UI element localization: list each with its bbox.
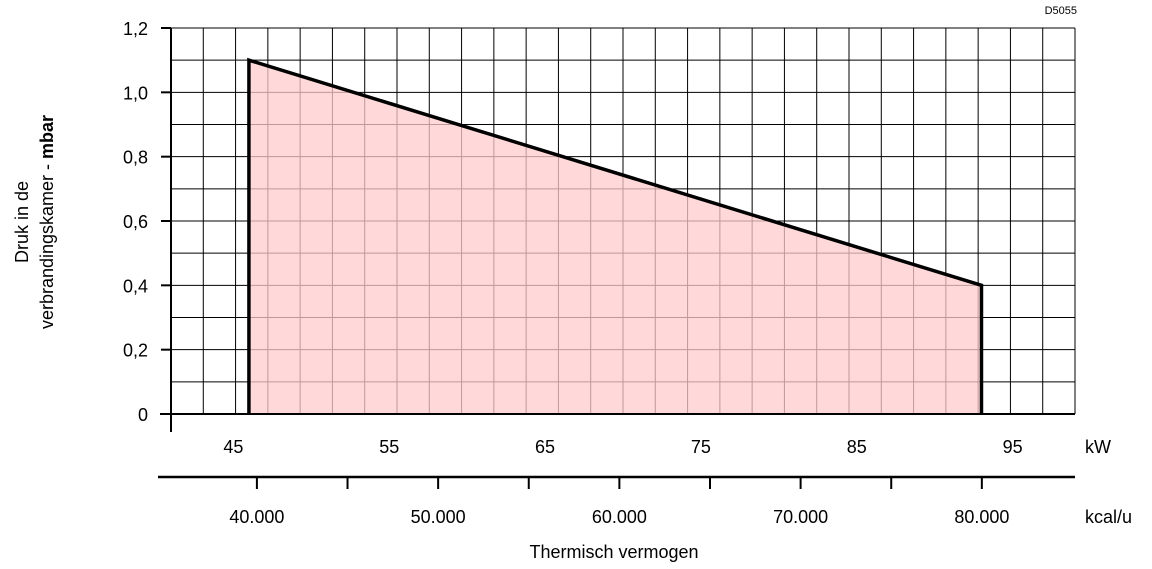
x-unit-kw: kW bbox=[1085, 437, 1111, 457]
y-tick-label: 0,6 bbox=[123, 212, 148, 232]
working-field-outline bbox=[247, 57, 984, 414]
y-tick-label: 1,2 bbox=[123, 19, 148, 39]
y-tick-label: 0,4 bbox=[123, 276, 148, 296]
x-unit-kcal: kcal/u bbox=[1085, 507, 1132, 527]
y-tick-label: 1,0 bbox=[123, 83, 148, 103]
y-tick-label: 0,2 bbox=[123, 341, 148, 361]
x-tick-label: 65 bbox=[535, 437, 555, 457]
working-field-area bbox=[248, 60, 982, 415]
y-tick-label: 0 bbox=[138, 405, 148, 425]
x-tick-label: 55 bbox=[379, 437, 399, 457]
x2-tick-label: 40.000 bbox=[229, 507, 284, 527]
x-axis-label: Thermisch vermogen bbox=[529, 542, 698, 562]
axes bbox=[158, 27, 1075, 489]
x-tick-label: 45 bbox=[223, 437, 243, 457]
y-axis-label: Druk in de bbox=[12, 181, 32, 263]
y-axis-unit: mbar bbox=[37, 115, 57, 159]
y-tick-label: 0,8 bbox=[123, 148, 148, 168]
x-tick-label: 95 bbox=[1003, 437, 1023, 457]
x2-tick-label: 50.000 bbox=[411, 507, 466, 527]
doc-code: D5055 bbox=[1045, 5, 1077, 17]
x2-tick-label: 80.000 bbox=[954, 507, 1009, 527]
x2-tick-label: 70.000 bbox=[773, 507, 828, 527]
x-tick-label: 75 bbox=[691, 437, 711, 457]
x-tick-label: 85 bbox=[847, 437, 867, 457]
y-axis-label-line2: verbrandingskamer - bbox=[37, 159, 57, 329]
y-axis-label-2: verbrandingskamer - mbar bbox=[37, 115, 57, 329]
y-axis-label-line1: Druk in de bbox=[12, 181, 32, 263]
tick-labels: 0 0,2 0,4 0,6 0,8 1,0 1,2 45 55 65 75 85 95 40.000 50.… bbox=[123, 19, 1023, 527]
working-field bbox=[247, 57, 984, 415]
x2-tick-label: 60.000 bbox=[592, 507, 647, 527]
